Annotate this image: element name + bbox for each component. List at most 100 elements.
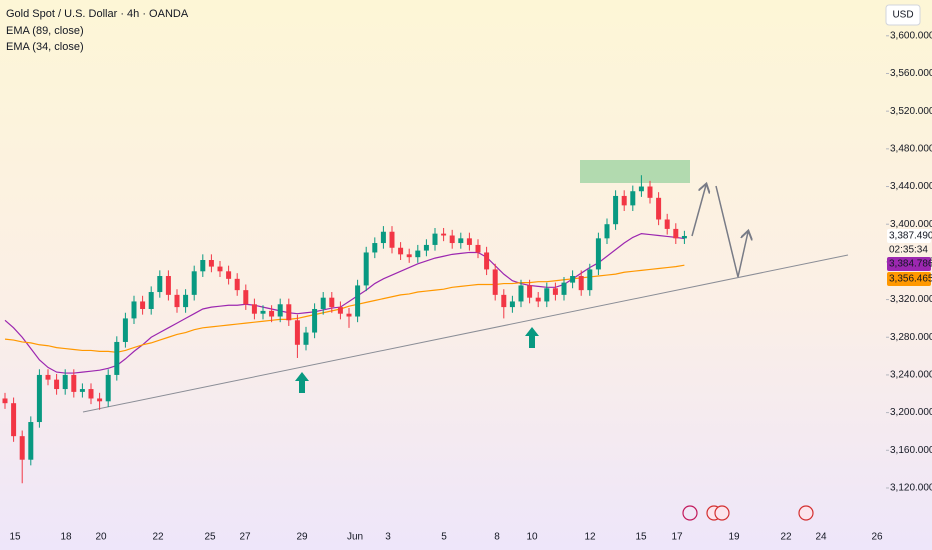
candle-body [320,297,326,309]
candle-body [114,341,120,375]
candle-body [475,244,481,253]
x-tick-label: 8 [494,532,500,543]
candle-body [269,310,275,317]
candle-body [131,301,137,319]
up-arrow [295,372,309,393]
x-tick-label: 26 [871,532,883,543]
candle-body [148,292,154,309]
candle-body [441,233,447,236]
candle-body [535,297,541,302]
x-tick-label: 15 [9,532,21,543]
x-tick-label: 27 [239,532,251,543]
candle-body [11,403,17,437]
candle-body [54,379,60,390]
candle-body [509,301,515,308]
candle-body [621,195,627,206]
x-tick-label: 3 [385,532,391,543]
candle-body [88,389,94,399]
candle-body [277,304,283,317]
x-tick-label: 19 [728,532,740,543]
y-tick-label: 3,120.000 [890,483,932,494]
candle-body [380,231,386,244]
candle-body [406,254,412,258]
candle-body [191,271,197,295]
candle-body [492,269,498,295]
event-icon[interactable] [798,505,814,521]
candle-body [157,276,163,293]
y-tick-label: 3,160.000 [890,445,932,456]
candle-body [79,389,85,392]
candle-body [2,398,8,404]
candle-body [200,260,206,272]
y-tick-label: 3,400.000 [890,219,932,230]
y-tick-label: 3,440.000 [890,181,932,192]
candle-body [587,269,593,291]
candle-body [372,243,378,253]
candle-body [260,310,266,314]
candle-body [337,307,343,314]
y-tick-label: 3,280.000 [890,332,932,343]
candle-body [630,191,636,206]
candle-body [355,285,361,317]
candle-body [518,285,524,302]
price-label: 3,356.465 [889,274,932,285]
candle-body [234,278,240,291]
candle-body [415,250,421,258]
x-tick-label: Jun [347,532,363,543]
plot [2,175,687,484]
candle-body [647,186,653,198]
candle-body [664,219,670,229]
x-tick-label: 12 [584,532,596,543]
x-tick-label: 29 [296,532,308,543]
candle-body [19,436,25,460]
candle-body [97,398,103,402]
x-tick-label: 18 [60,532,72,543]
candle-body [595,238,601,270]
candle-body [329,297,335,308]
candle-body [561,282,567,295]
x-tick-label: 10 [526,532,538,543]
candle-body [656,197,662,220]
candle-body [398,247,404,255]
candle-body [217,266,223,272]
price-badge [887,256,931,271]
candle-body [458,238,464,244]
candle-body [28,422,34,460]
event-icon[interactable] [714,505,730,521]
candle-body [681,235,687,239]
candle-body [423,244,429,251]
currency: USD [892,10,913,21]
price-badge [887,228,931,243]
candle-body [449,235,455,244]
candle-body [105,374,111,402]
candle-body [174,294,180,308]
event-icon[interactable] [682,505,698,521]
candle-body [303,332,309,345]
y-tick-label: 3,520.000 [890,106,932,117]
candle-body [638,186,644,192]
candle-body [346,313,352,317]
projection-arrow [715,185,748,278]
y-tick-label: 3,600.000 [890,30,932,41]
y-tick-label: 3,320.000 [890,294,932,305]
candle-body [501,294,507,308]
candle-body [183,294,189,308]
candle-body [484,252,490,270]
indicator-label: EMA (89, close) [6,25,84,37]
candle-body [36,374,42,423]
chart-title: Gold Spot / U.S. Dollar · 4h · OANDA [6,8,189,20]
candle-body [208,260,214,267]
candle-body [165,276,171,295]
candle-body [552,288,558,295]
candle-body [613,195,619,225]
trend-line [82,254,849,413]
currency-box[interactable] [885,4,921,26]
candle-body [226,271,232,279]
x-tick-label: 15 [635,532,647,543]
x-tick-label: 25 [204,532,216,543]
candle-body [570,276,576,283]
candle-body [312,308,318,333]
candle-body [578,276,584,291]
x-tick-label: 20 [95,532,107,543]
